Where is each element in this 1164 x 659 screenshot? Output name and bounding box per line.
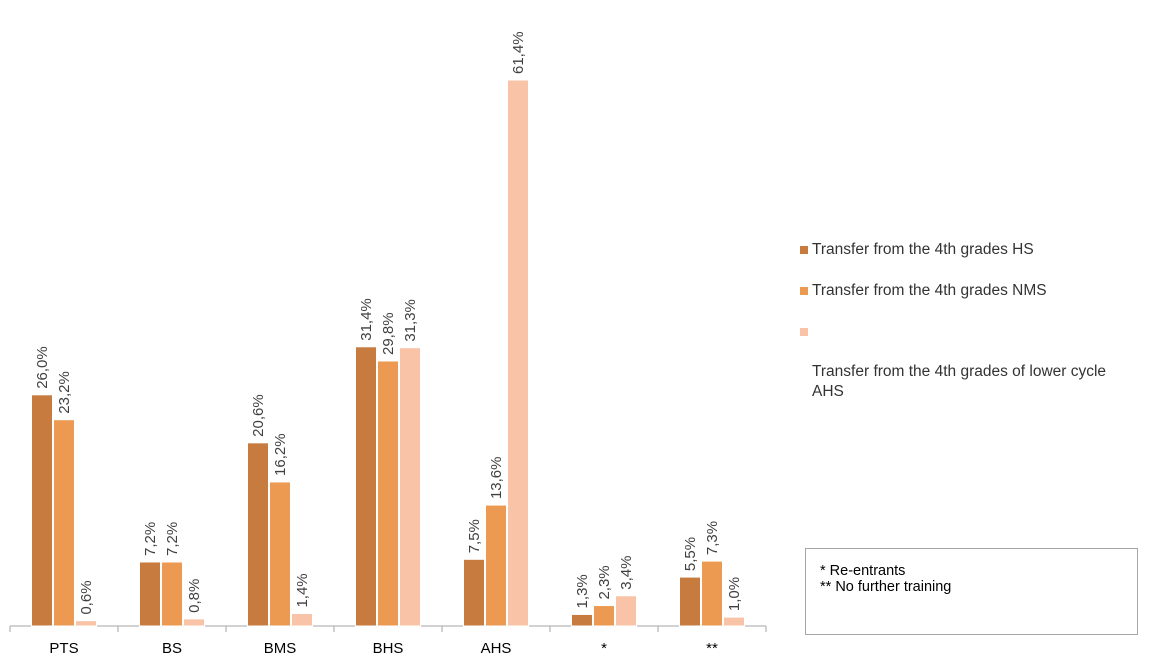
bar	[593, 605, 615, 627]
x-tick-label: BS	[162, 640, 182, 657]
bar	[507, 79, 529, 627]
data-label: 0,6%	[78, 580, 95, 614]
data-label: 16,2%	[272, 433, 289, 476]
bar	[571, 613, 593, 627]
legend-label-ahs: Transfer from the 4th grades of lower cy…	[812, 363, 1107, 400]
x-tick-label: *	[601, 640, 607, 657]
data-label: 7,3%	[704, 521, 721, 555]
data-label: 2,3%	[596, 565, 613, 599]
bar	[269, 481, 291, 627]
data-label: 31,3%	[402, 299, 419, 342]
legend-swatch-nms	[800, 287, 808, 295]
legend-label-nms: Transfer from the 4th grades NMS	[812, 282, 1047, 299]
bar	[139, 561, 161, 627]
data-label: 5,5%	[682, 537, 699, 571]
bar	[723, 616, 745, 627]
legend-item-nms: Transfer from the 4th grades NMS	[800, 281, 1160, 301]
legend-swatch-hs	[800, 246, 808, 254]
bar	[399, 347, 421, 627]
bar	[75, 620, 97, 627]
bar	[701, 560, 723, 627]
data-label: 31,4%	[358, 298, 375, 341]
bar	[485, 504, 507, 627]
bar	[183, 618, 205, 627]
legend-item-hs: Transfer from the 4th grades HS	[800, 240, 1160, 260]
bar	[463, 558, 485, 627]
data-label: 61,4%	[510, 31, 527, 74]
data-label: 1,4%	[294, 573, 311, 607]
bar	[247, 442, 269, 627]
bar	[291, 613, 313, 627]
bar	[679, 576, 701, 627]
bar-chart: 26,0% 23,2% 0,6% PTS 7,2% 7,2% 0,8% BS 20,6% 16,2…	[9, 31, 767, 657]
footnote-reentrants: * Re-entrants	[820, 563, 906, 579]
footnote-no-further-training: ** No further training	[820, 579, 952, 595]
chart-legend: Transfer from the 4th grades HS Transfer…	[800, 240, 1160, 423]
x-tick-label: **	[706, 640, 718, 657]
x-tick-label: AHS	[481, 640, 512, 657]
x-tick-label: PTS	[49, 640, 78, 657]
bar	[355, 346, 377, 627]
data-label: 7,5%	[466, 519, 483, 553]
footnote-box: * Re-entrants ** No further training	[805, 548, 1138, 635]
data-label: 1,3%	[574, 574, 591, 608]
data-label: 29,8%	[380, 312, 397, 355]
data-label: 7,2%	[142, 522, 159, 556]
bar	[161, 561, 183, 627]
bar	[615, 595, 637, 627]
data-label: 0,8%	[186, 579, 203, 613]
bar	[377, 360, 399, 627]
legend-swatch-ahs	[800, 328, 808, 336]
x-tick-label: BMS	[264, 640, 297, 657]
data-label: 7,2%	[164, 522, 181, 556]
data-label: 26,0%	[34, 346, 51, 389]
data-label: 13,6%	[488, 457, 505, 500]
bar	[53, 419, 75, 627]
legend-label-hs: Transfer from the 4th grades HS	[812, 241, 1034, 258]
data-label: 20,6%	[250, 394, 267, 437]
x-tick-label: BHS	[373, 640, 404, 657]
data-label: 3,4%	[618, 556, 635, 590]
legend-item-ahs: Transfer from the 4th grades of lower cy…	[800, 322, 1160, 402]
bar	[31, 394, 53, 627]
data-label: 23,2%	[56, 371, 73, 414]
data-label: 1,0%	[726, 577, 743, 611]
